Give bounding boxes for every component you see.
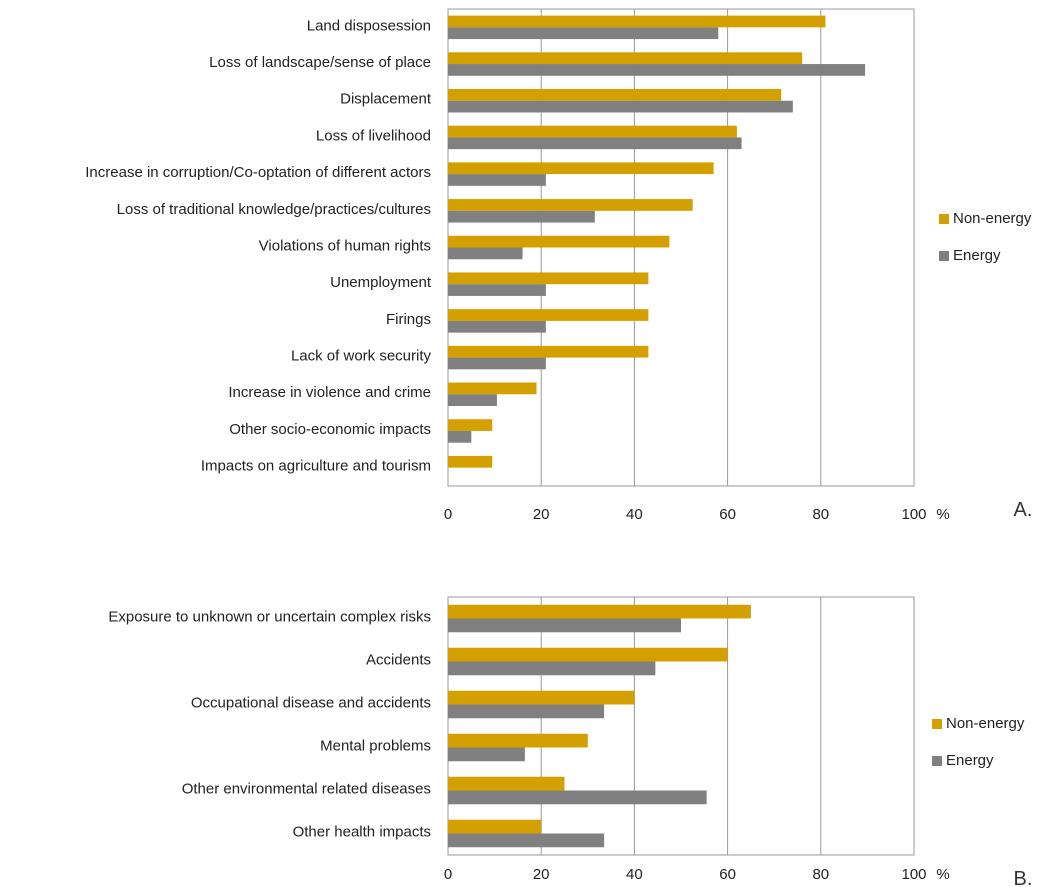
tick-label-a-5: 100 [901,506,926,523]
category-label-a-7: Unemployment [330,274,432,291]
bar-a-energy-8 [448,320,546,333]
bar-a-energy-10 [448,394,497,407]
tick-label-a-1: 20 [533,506,550,523]
bar-a-energy-7 [448,284,546,296]
category-label-b-2: Occupational disease and accidents [191,694,431,711]
bar-b-energy-5 [448,833,605,848]
category-label-a-0: Land disposession [307,17,431,34]
legend-swatch-b-energy [932,756,942,766]
legend-swatch-a-non-energy [939,214,949,224]
category-label-b-0: Exposure to unknown or uncertain complex… [108,608,431,625]
bar-a-energy-4 [448,174,546,186]
tick-label-b-5: 100 [901,866,926,883]
tick-label-a-0: 0 [444,506,452,523]
category-label-a-1: Loss of landscape/sense of place [209,54,431,71]
category-label-a-5: Loss of traditional knowledge/practices/… [117,201,431,218]
category-label-a-10: Increase in violence and crime [228,384,431,401]
category-label-a-11: Other socio-economic impacts [229,421,431,438]
bar-a-non-energy-12 [448,455,493,468]
bar-a-non-energy-6 [448,235,670,248]
bar-b-non-energy-1 [448,647,728,662]
bar-b-energy-3 [448,747,525,762]
category-label-a-4: Increase in corruption/Co-optation of di… [85,164,431,181]
bar-b-energy-0 [448,618,681,633]
category-label-a-6: Violations of human rights [259,237,431,254]
bar-a-energy-6 [448,247,523,260]
bar-a-non-energy-9 [448,345,649,358]
category-label-b-5: Other health impacts [293,823,431,840]
tick-label-a-4: 80 [812,506,829,523]
legend-swatch-b-non-energy [932,719,942,729]
bar-a-non-energy-4 [448,162,714,175]
bar-b-energy-4 [448,790,707,805]
category-label-a-12: Impacts on agriculture and tourism [201,458,431,475]
legend-label-a-non-energy: Non-energy [953,210,1032,227]
tick-label-a-2: 40 [626,506,643,523]
bar-a-energy-9 [448,357,546,370]
bar-a-energy-3 [448,137,742,150]
unit-label-a: % [936,506,949,523]
legend-swatch-a-energy [939,251,949,261]
tick-label-b-2: 40 [626,866,643,883]
bar-a-energy-0 [448,27,719,40]
plot-frame-b [447,596,915,856]
bar-a-non-energy-0 [448,15,826,28]
bar-a-non-energy-3 [448,125,737,138]
bar-a-non-energy-7 [448,272,649,285]
bar-a-non-energy-11 [448,419,493,431]
tick-label-b-3: 60 [719,866,736,883]
tick-label-b-0: 0 [444,866,452,883]
bar-b-non-energy-0 [448,604,751,619]
category-label-a-3: Loss of livelihood [316,127,431,144]
bar-a-energy-11 [448,430,472,443]
bar-b-energy-2 [448,704,605,719]
bar-b-non-energy-3 [448,733,588,748]
bar-b-non-energy-5 [448,819,542,834]
bar-b-non-energy-2 [448,690,635,705]
bar-a-non-energy-8 [448,309,649,321]
legend-label-b-energy: Energy [946,752,994,769]
bar-a-energy-2 [448,100,793,113]
bar-b-non-energy-4 [448,776,565,791]
category-label-b-3: Mental problems [320,737,431,754]
bar-a-non-energy-1 [448,52,803,65]
category-label-b-1: Accidents [366,651,431,668]
legend-label-a-energy: Energy [953,247,1001,264]
panel-letter-a: A. [1014,499,1033,521]
category-label-a-2: Displacement [340,91,432,108]
category-label-b-4: Other environmental related diseases [182,780,431,797]
tick-label-b-1: 20 [533,866,550,883]
panel-letter-b: B. [1014,868,1033,887]
unit-label-b: % [936,866,949,883]
category-label-a-8: Firings [386,311,431,328]
bar-a-non-energy-10 [448,382,537,395]
tick-label-a-3: 60 [719,506,736,523]
category-label-a-9: Lack of work security [291,348,432,365]
tick-label-b-4: 80 [812,866,829,883]
legend-label-b-non-energy: Non-energy [946,715,1025,732]
bar-b-energy-1 [448,661,656,676]
bar-a-energy-5 [448,210,595,223]
bar-a-non-energy-5 [448,199,693,211]
bar-a-energy-1 [448,64,866,76]
bar-a-non-energy-2 [448,88,782,101]
